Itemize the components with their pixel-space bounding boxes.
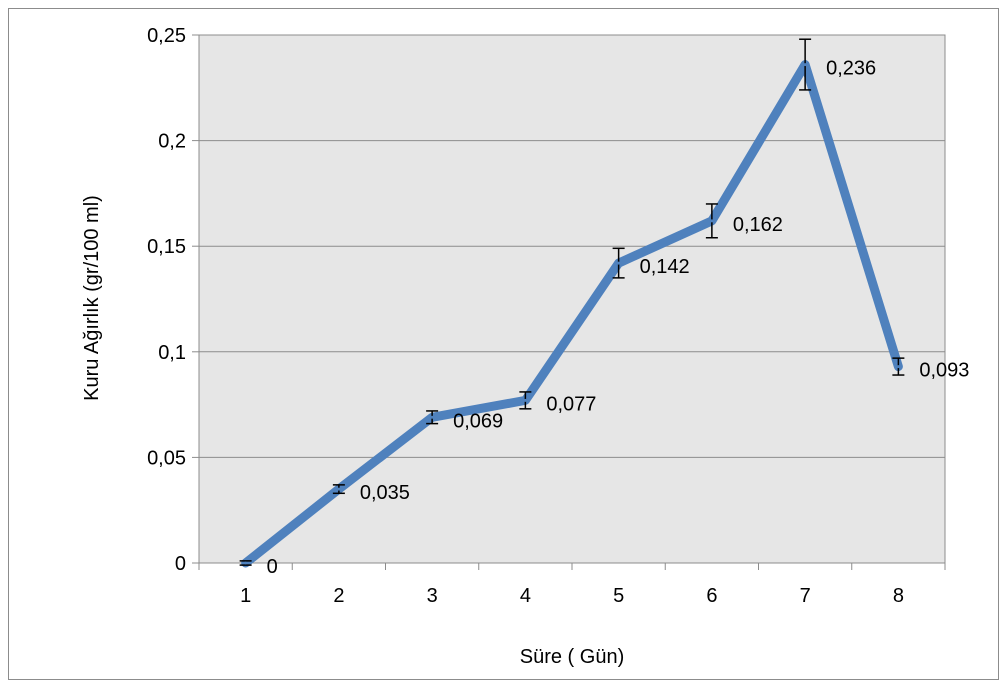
data-point	[244, 561, 248, 565]
grid-layer	[199, 140, 945, 458]
data-point	[523, 398, 527, 402]
x-tick-label: 6	[706, 585, 717, 607]
data-label: 0,035	[360, 482, 410, 504]
data-point	[896, 365, 900, 369]
y-tick-label: 0	[175, 553, 186, 575]
x-tick-label: 3	[427, 585, 438, 607]
x-tick-label: 2	[333, 585, 344, 607]
data-label: 0,093	[919, 360, 969, 382]
data-point	[617, 261, 621, 265]
data-point	[337, 487, 341, 491]
data-point	[803, 63, 807, 67]
x-tick-label: 5	[613, 585, 624, 607]
y-tick-label: 0,15	[147, 236, 186, 258]
data-label: 0	[267, 556, 278, 578]
series-line	[241, 60, 903, 568]
x-axis-title: Süre ( Gün)	[520, 646, 624, 668]
axis-layer: 0 0,05 0,1 0,15 0,2 0,25 1 2 3 4 5 6 7 8	[147, 25, 946, 607]
data-point	[710, 219, 714, 223]
y-tick-label: 0,2	[158, 131, 186, 153]
data-label: 0,162	[733, 214, 783, 236]
data-label: 0,142	[640, 256, 690, 278]
x-tick-label: 7	[800, 585, 811, 607]
data-label: 0,236	[826, 58, 876, 80]
y-axis-title: Kuru Ağırlık (gr/100 ml)	[81, 195, 103, 401]
x-tick-label: 8	[893, 585, 904, 607]
series-layer	[239, 38, 905, 568]
data-point	[430, 415, 434, 419]
y-tick-label: 0,05	[147, 447, 186, 469]
data-label: 0,077	[546, 393, 596, 415]
data-label: 0,069	[453, 410, 503, 432]
x-tick-label: 1	[240, 585, 251, 607]
plot-area	[198, 34, 946, 564]
x-tick-label: 4	[520, 585, 531, 607]
label-layer: 0 0,035 0,069 0,077 0,142 0,162 0,236 0,093	[267, 58, 970, 578]
y-tick-label: 0,1	[158, 342, 186, 364]
y-tick-label: 0,25	[147, 25, 186, 47]
